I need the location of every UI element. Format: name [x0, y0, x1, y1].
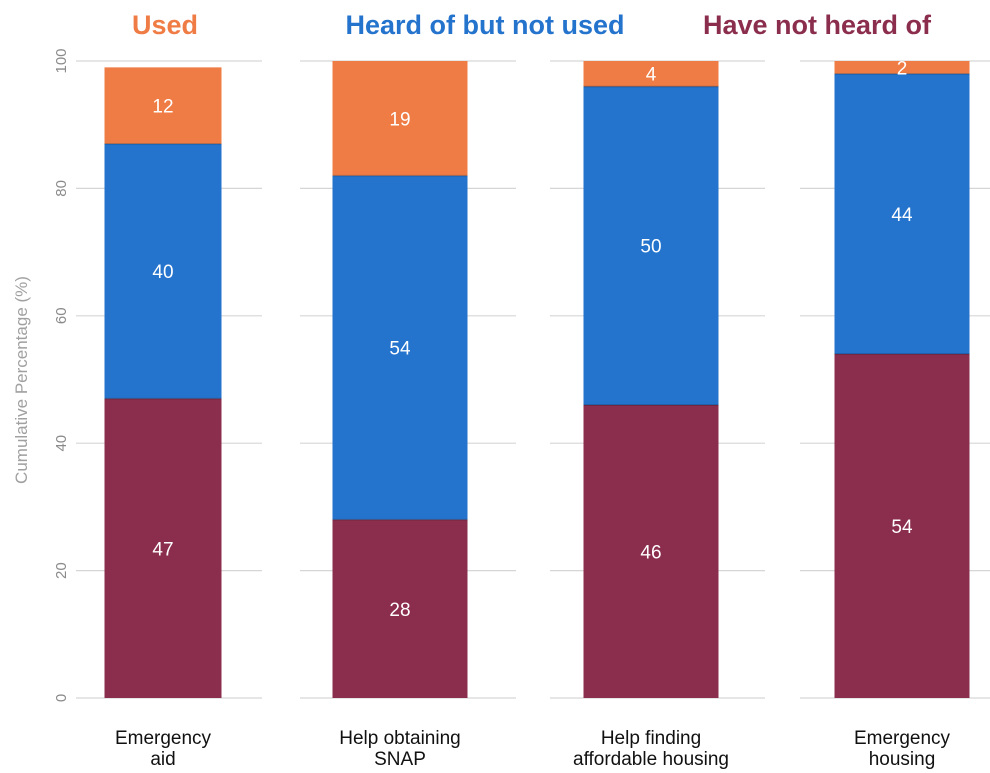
value-label-1-0: 28 [389, 600, 410, 621]
y-tick-0: 0 [53, 694, 70, 702]
legend: Used Heard of but not used Have not hear… [132, 10, 932, 40]
y-tick-80: 80 [53, 180, 70, 197]
bar-segment-0-0 [104, 398, 222, 698]
legend-not-heard: Have not heard of [703, 10, 932, 40]
category-label-2: Help finding affordable housing [573, 728, 729, 770]
value-labels: 47 40 12 28 54 19 46 50 4 54 44 2 [152, 58, 913, 620]
y-tick-100: 100 [53, 48, 70, 73]
category-label-0: Emergency aid [115, 728, 212, 770]
value-label-1-1: 54 [389, 339, 411, 360]
y-tick-20: 20 [53, 562, 70, 579]
bar-segment-2-0 [583, 404, 719, 698]
bar-segment-3-0 [834, 354, 970, 698]
y-tick-40: 40 [53, 435, 70, 452]
bar-segment-1-1 [332, 175, 468, 520]
bar-segment-1-2 [332, 61, 468, 176]
category-label-3: Emergency housing [854, 728, 951, 770]
y-tick-labels: 0 20 40 60 80 100 [53, 48, 70, 702]
bars [104, 61, 970, 698]
bar-segment-2-2 [583, 61, 719, 87]
bar-segment-2-1 [583, 86, 719, 405]
bar-segment-0-2 [104, 67, 222, 144]
y-tick-60: 60 [53, 307, 70, 324]
category-label-1: Help obtaining SNAP [339, 728, 460, 770]
bar-segment-3-2 [834, 61, 970, 74]
value-label-0-0: 47 [152, 539, 173, 560]
category-labels: Emergency aid Help obtaining SNAP Help findi… [115, 728, 951, 770]
value-label-3-1: 44 [891, 205, 913, 226]
value-label-2-2: 4 [646, 65, 657, 86]
bar-segment-0-1 [104, 143, 222, 399]
legend-used: Used [132, 10, 198, 40]
value-label-3-2: 2 [897, 58, 908, 79]
value-label-0-1: 40 [152, 262, 173, 283]
bar-segment-1-0 [332, 519, 468, 698]
legend-heard-not-used: Heard of but not used [346, 10, 625, 40]
value-label-3-0: 54 [891, 517, 913, 538]
value-label-1-2: 19 [389, 109, 410, 130]
value-label-0-2: 12 [152, 97, 173, 118]
value-label-2-1: 50 [640, 237, 661, 258]
y-axis-label: Cumulative Percentage (%) [12, 276, 31, 484]
bar-segment-3-1 [834, 73, 970, 355]
value-label-2-0: 46 [640, 542, 661, 563]
